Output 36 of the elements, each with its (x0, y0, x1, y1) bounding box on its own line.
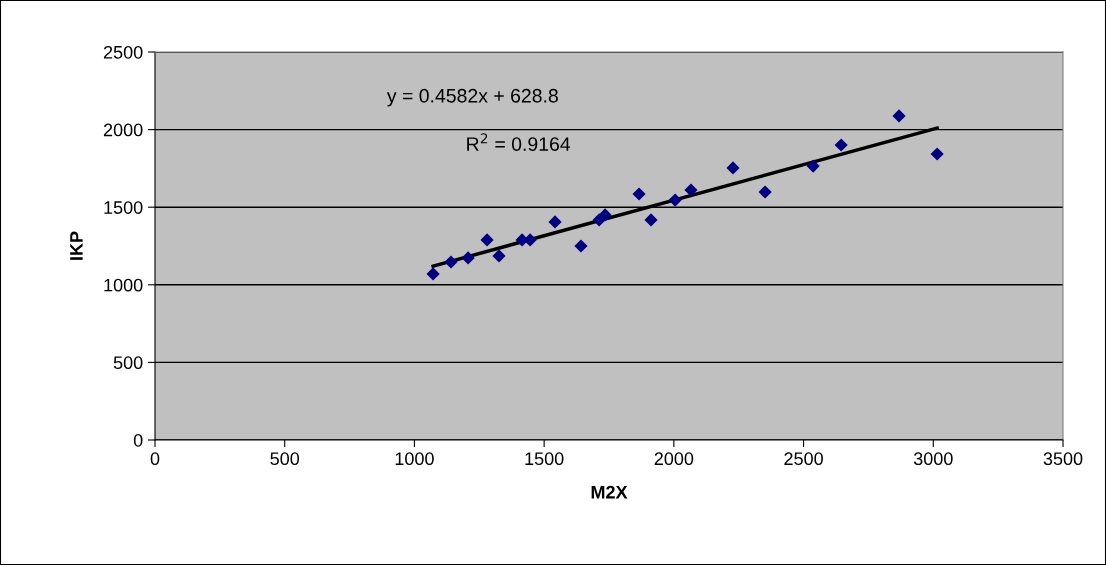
point (644, 213, 658, 227)
point (492, 249, 506, 263)
point (480, 233, 494, 247)
point (426, 267, 440, 281)
y-axis-title: IKP (70, 231, 83, 260)
y-tick-label: 1000 (104, 278, 143, 292)
y-tick-label: 2500 (103, 45, 143, 59)
point (632, 187, 646, 201)
point (668, 193, 682, 207)
point (461, 251, 475, 265)
point (758, 185, 772, 199)
point (930, 147, 944, 161)
point (684, 183, 698, 197)
y-tick-label: 500 (113, 356, 143, 370)
point (598, 208, 612, 222)
annotation: R$^{2}$ = 0.9164 (467, 133, 571, 151)
x-tick-label: 3500 (1043, 452, 1083, 466)
point (892, 109, 906, 123)
point (574, 239, 588, 253)
x-tick-label: 0 (150, 452, 160, 466)
x-axis-title: M2X (591, 485, 628, 499)
y-tick-label: 2000 (103, 123, 143, 137)
y-tick-label: 1500 (104, 201, 143, 214)
point (548, 215, 562, 229)
x-tick-label: 2000 (654, 452, 694, 466)
point (444, 255, 458, 269)
x-tick-label: 500 (270, 452, 300, 466)
point (806, 159, 820, 173)
x-tick-label: 1500 (525, 452, 564, 466)
x-tick-label: 2500 (784, 452, 823, 466)
point (834, 138, 848, 152)
point (726, 161, 740, 175)
x-tick-label: 1000 (395, 452, 434, 466)
y-tick-label: 0 (133, 433, 143, 447)
annotation: y = 0.4582x + 628.8 (386, 88, 558, 107)
x-tick-label: 3000 (913, 452, 953, 466)
